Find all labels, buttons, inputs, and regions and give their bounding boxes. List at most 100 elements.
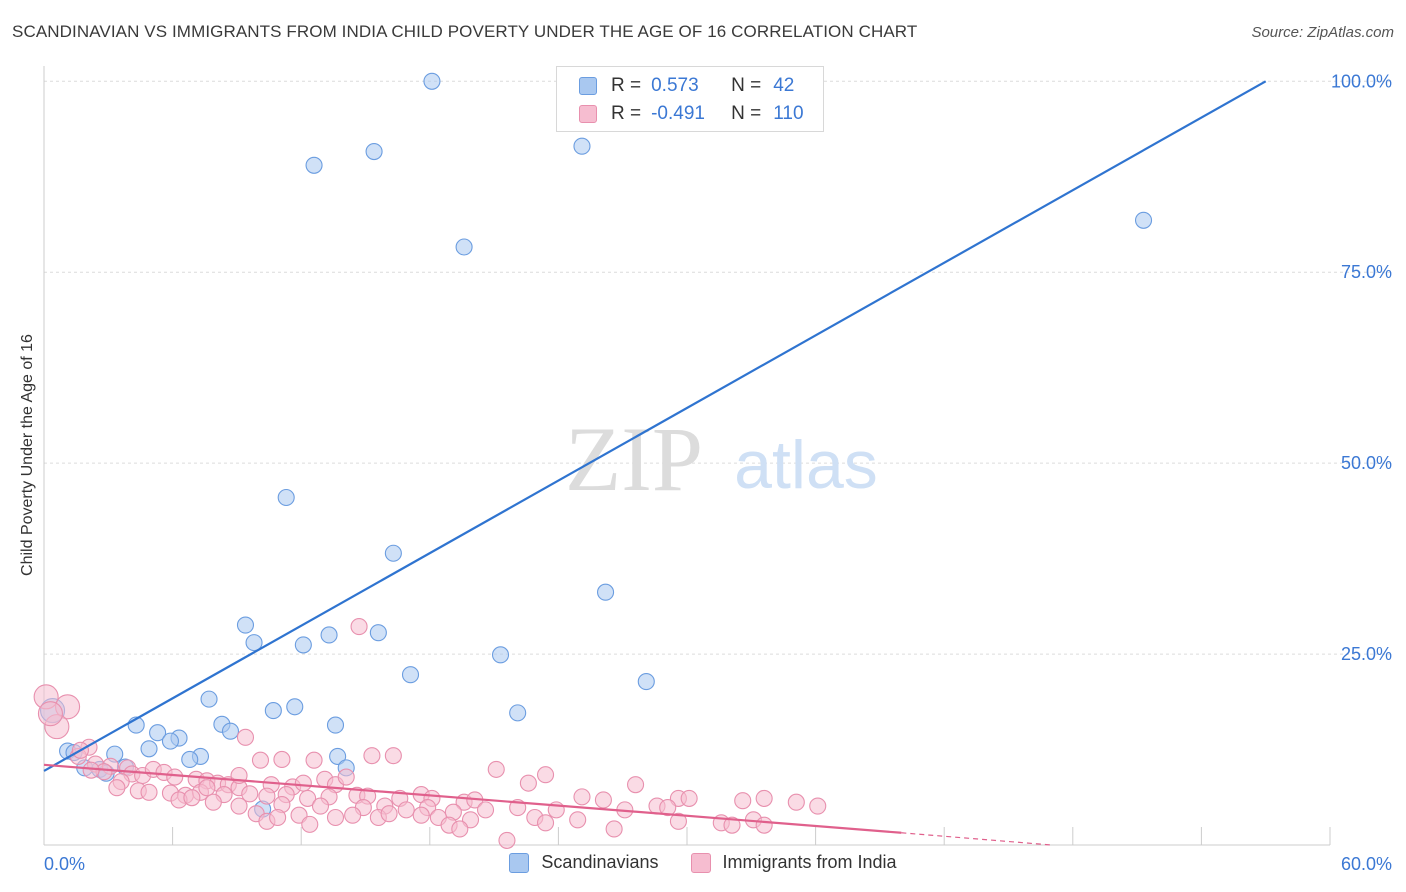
legend-label-scandinavians: Scandinavians [541,852,659,872]
point-india [594,791,612,809]
y-tick-label: 100.0% [1331,71,1392,91]
point-scandinavians [573,137,591,155]
x-tick-label: 0.0% [44,854,85,874]
point-india [363,747,381,765]
point-india [108,779,126,797]
point-scandinavians [509,704,527,722]
legend-swatch-india [690,852,711,873]
tick-labels-layer: 25.0% 50.0% 75.0% 100.0% 0.0% 60.0% [44,71,1392,874]
point-india [301,815,319,833]
grid-layer [44,80,1392,655]
point-india [140,783,158,801]
x-tick-label: 60.0% [1341,854,1392,874]
legend-n-label: N = [731,75,762,96]
point-india [166,768,184,786]
point-india [451,820,469,838]
point-scandinavians [264,702,282,720]
y-tick-label: 50.0% [1341,453,1392,473]
point-scandinavians [491,646,510,664]
point-india [241,785,259,803]
legend-row-scandinavians: R = 0.573 N = 42 [579,74,794,98]
point-scandinavians [294,636,312,654]
legend-row-india: R = -0.491 N = 110 [579,102,804,126]
point-india [273,750,291,769]
point-scandinavians [286,698,304,716]
point-india [37,701,63,727]
point-india [350,618,368,636]
point-india [258,787,276,805]
chart-title: SCANDINAVIAN VS IMMIGRANTS FROM INDIA CH… [12,22,918,41]
point-scandinavians [236,616,255,634]
point-scandinavians [384,544,402,562]
trendline-scandinavians [43,80,1267,772]
point-india [627,776,645,794]
source-label: Source: ZipAtlas.com [1251,24,1394,41]
point-india [498,831,516,849]
point-india [787,793,805,811]
points-layer [33,72,1153,849]
point-india [536,814,555,832]
legend-item-india[interactable]: Immigrants from India [690,852,897,873]
trendline-india [43,763,902,834]
point-india [183,789,201,807]
point-scandinavians [305,156,323,174]
point-scandinavians [320,626,338,644]
correlation-legend: R = 0.573 N = 42 R = -0.491 N = 110 [556,66,824,132]
legend-swatch-scandinavians [509,852,530,873]
legend-item-scandinavians[interactable]: Scandinavians [509,852,659,873]
watermark: ZIP atlas [565,408,878,510]
series-legend: Scandinavians Immigrants from India [0,852,1406,873]
legend-label-india: Immigrants from India [722,852,897,872]
watermark-zip: ZIP [565,408,703,510]
watermark-atlas: atlas [734,427,878,503]
point-scandinavians [326,716,345,734]
legend-n-value: 110 [773,103,804,124]
point-india [337,768,355,786]
point-india [734,792,752,810]
point-india [198,779,216,797]
point-india [397,801,415,819]
point-scandinavians [181,750,199,769]
point-india [487,760,505,778]
point-india [230,797,248,815]
legend-r-label: R = [611,75,642,96]
point-india [755,789,773,807]
legend-r-label: R = [611,103,642,124]
legend-r-value: -0.491 [651,103,705,124]
point-india [669,812,687,830]
point-scandinavians [277,488,295,507]
point-scandinavians [221,722,240,740]
point-india [605,820,623,838]
point-india [476,801,495,819]
point-india [82,761,100,779]
point-india [680,789,698,807]
point-scandinavians [597,583,615,601]
y-tick-label: 75.0% [1341,262,1392,282]
point-scandinavians [161,732,180,750]
point-scandinavians [329,747,347,765]
point-scandinavians [200,690,218,708]
point-india [519,774,537,792]
point-india [380,805,398,823]
trendline-india-extension [901,832,1052,846]
point-india [326,808,345,827]
point-scandinavians [423,72,441,90]
trendlines-layer [43,80,1267,846]
point-scandinavians [245,634,263,652]
point-scandinavians [637,673,655,691]
point-scandinavians [1134,211,1153,229]
point-india [344,806,362,824]
point-scandinavians [455,238,473,256]
point-india [236,728,255,746]
point-scandinavians [149,724,167,742]
point-india [269,808,287,827]
point-india [659,799,677,817]
point-india [311,797,330,815]
point-scandinavians [401,666,420,684]
y-tick-label: 25.0% [1341,644,1392,664]
legend-n-label: N = [731,103,762,124]
legend-swatch-india [579,105,597,123]
point-india [723,816,741,834]
point-india [755,816,773,834]
